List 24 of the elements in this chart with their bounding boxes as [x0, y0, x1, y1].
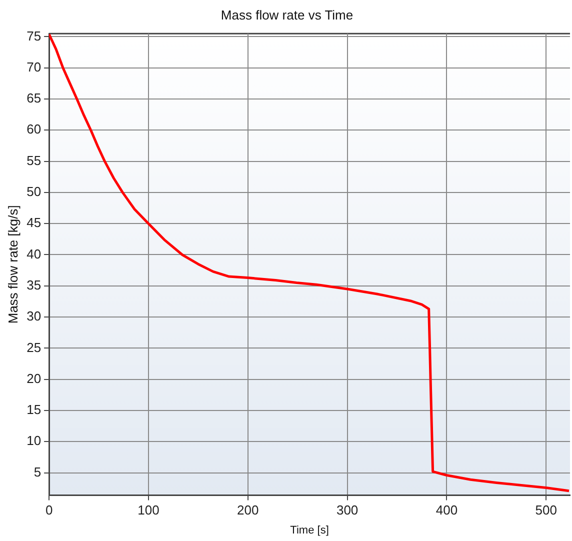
x-tick-label: 100 [138, 502, 160, 518]
x-tick-label: 0 [45, 502, 53, 518]
y-tick-label: 15 [26, 402, 42, 418]
y-axis-title: Mass flow rate [kg/s] [5, 205, 20, 324]
y-tick-label: 45 [26, 215, 42, 230]
y-tick-label: 60 [26, 122, 42, 137]
x-tick-label: 200 [237, 502, 259, 518]
chart-title: Mass flow rate vs Time [220, 7, 354, 22]
y-tick-label: 30 [26, 308, 42, 324]
x-tick-label: 400 [436, 502, 458, 518]
y-tick-label: 55 [26, 152, 42, 168]
y-tick-label: 75 [26, 28, 42, 44]
y-tick-label: 5 [34, 464, 42, 480]
x-axis-title: Time [s] [290, 524, 329, 536]
x-tick-label: 500 [535, 502, 557, 518]
y-tick-label: 40 [26, 246, 42, 262]
x-tick-label: 300 [336, 502, 358, 518]
y-tick-label: 35 [26, 277, 42, 292]
y-tick-label: 50 [26, 184, 42, 200]
y-tick-label: 20 [26, 370, 42, 386]
y-tick-label: 25 [26, 340, 42, 355]
y-tick-label: 70 [26, 59, 42, 74]
y-tick-label: 65 [26, 90, 42, 106]
y-tick-label: 10 [26, 433, 42, 448]
